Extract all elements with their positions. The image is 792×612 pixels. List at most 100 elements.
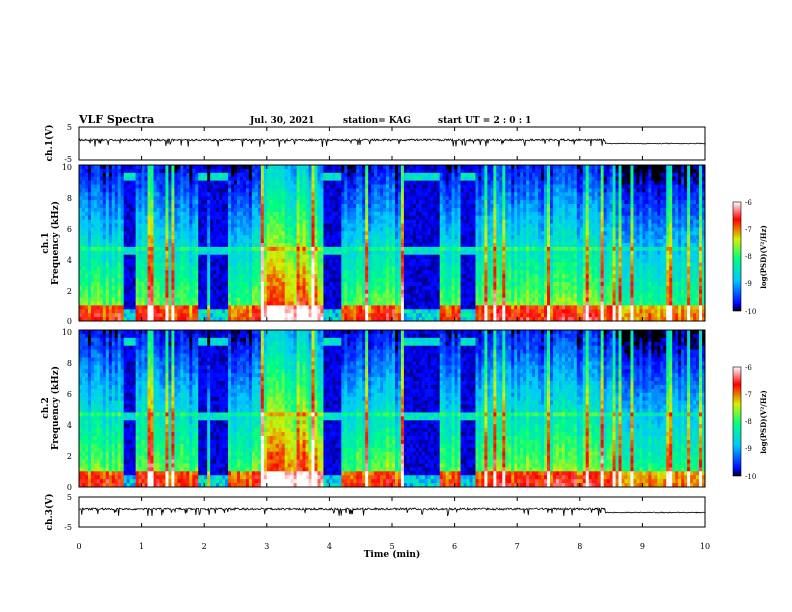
spectrogram-cell xyxy=(239,243,244,248)
spectrogram-cell xyxy=(359,196,363,201)
spectrogram-cell xyxy=(430,317,435,321)
spectrogram-cell xyxy=(242,196,247,201)
spectrogram-cell xyxy=(210,219,214,224)
spectrogram-cell xyxy=(290,215,295,220)
spectrogram-cell xyxy=(406,243,411,248)
spectrogram-cell xyxy=(436,309,441,314)
spectrogram-cell xyxy=(284,262,289,267)
spectrogram-cell xyxy=(311,219,315,224)
spectrogram-cell xyxy=(177,188,181,193)
spectrogram-cell xyxy=(374,211,378,217)
spectrogram-cell xyxy=(317,301,321,306)
spectrogram-cell xyxy=(415,285,420,291)
spectrogram-cell xyxy=(162,297,166,302)
spectrogram-cell xyxy=(207,165,211,170)
spectrogram-cell xyxy=(284,270,289,275)
spectrogram-cell xyxy=(123,278,128,283)
spectrogram-cell xyxy=(96,215,101,220)
spectrogram-cell xyxy=(84,301,89,306)
spectrogram-cell xyxy=(290,278,295,283)
spectrogram-cell xyxy=(117,250,122,256)
spectrogram-cell xyxy=(308,180,312,185)
spectrogram-cell xyxy=(430,239,435,244)
spectrogram-cell xyxy=(245,270,250,275)
spectrogram-cell xyxy=(392,184,396,189)
spectrogram-cell xyxy=(380,188,384,193)
spectrogram-cell xyxy=(433,246,438,252)
spectrogram-cell xyxy=(171,207,175,213)
spectrogram-cell xyxy=(144,184,148,189)
spectrogram-cell xyxy=(371,293,375,298)
spectrogram-cell xyxy=(278,180,283,185)
spectrogram-cell xyxy=(329,180,333,185)
spectrogram-cell xyxy=(254,207,259,213)
spectrogram-cell xyxy=(120,168,125,174)
spectrogram-cell xyxy=(409,219,414,224)
spectrogram-cell xyxy=(177,262,181,267)
spectrogram-cell xyxy=(183,278,187,283)
spectrogram-cell xyxy=(201,215,205,220)
spectrogram-cell xyxy=(302,262,306,267)
spectrogram-cell xyxy=(353,188,357,193)
spectrogram-cell xyxy=(192,258,196,263)
spectrogram-cell xyxy=(406,305,411,310)
spectrogram-cell xyxy=(275,313,280,318)
spectrogram-cell xyxy=(389,266,393,271)
spectrogram-cell xyxy=(323,293,327,298)
spectrogram-cell xyxy=(362,172,366,178)
spectrogram-cell xyxy=(228,223,232,228)
spectrogram-cell xyxy=(377,254,381,259)
spectrogram-cell xyxy=(81,172,86,178)
spectrogram-cell xyxy=(117,266,122,271)
spectrogram-cell xyxy=(394,168,399,174)
spectrogram-cell xyxy=(192,192,196,197)
spectrogram-cell xyxy=(332,246,336,252)
spectrogram-cell xyxy=(79,227,83,232)
spectrogram-cell xyxy=(362,305,366,310)
spectrogram-cell xyxy=(180,309,184,314)
spectrogram-cell xyxy=(427,313,432,318)
spectrogram-cell xyxy=(374,168,378,174)
spectrogram-cell xyxy=(242,192,247,197)
spectrogram-cell xyxy=(219,278,223,283)
spectrogram-cell xyxy=(150,317,154,321)
spectrogram-cell xyxy=(344,215,348,220)
spectrogram-cell xyxy=(192,204,196,209)
spectrogram-cell xyxy=(418,317,423,321)
spectrogram-cell xyxy=(123,207,128,213)
spectrogram-cell xyxy=(421,254,426,259)
spectrogram-cell xyxy=(186,250,190,256)
spectrogram-cell xyxy=(278,250,283,256)
spectrogram-cell xyxy=(418,188,423,193)
spectrogram-cell xyxy=(228,204,232,209)
spectrogram-cell xyxy=(204,219,208,224)
spectrogram-cell xyxy=(192,309,196,314)
spectrogram-cell xyxy=(424,262,429,267)
spectrogram-cell xyxy=(421,285,426,291)
spectrogram-cell xyxy=(257,239,262,244)
spectrogram-cell xyxy=(213,317,217,321)
spectrogram-cell xyxy=(189,309,193,314)
spectrogram-cell xyxy=(228,297,232,302)
spectrogram-cell xyxy=(389,305,393,310)
spectrogram-cell xyxy=(338,239,342,244)
spectrogram-cell xyxy=(245,168,250,174)
spectrogram-cell xyxy=(147,204,151,209)
spectrogram-cell xyxy=(84,227,89,232)
spectrogram-cell xyxy=(222,258,226,263)
spectrogram-cell xyxy=(198,262,202,267)
spectrogram-cell xyxy=(406,246,411,252)
spectrogram-cell xyxy=(400,176,405,181)
spectrogram-cell xyxy=(272,270,277,275)
spectrogram-cell xyxy=(138,305,142,310)
spectrogram-cell xyxy=(210,270,214,275)
spectrogram-cell xyxy=(236,219,241,224)
spectrogram-cell xyxy=(174,243,178,248)
spectrogram-cell xyxy=(84,223,89,228)
spectrogram-cell xyxy=(198,196,202,201)
spectrogram-cell xyxy=(108,223,113,228)
spectrogram-cell xyxy=(329,204,333,209)
spectrogram-cell xyxy=(195,239,199,244)
spectrogram-cell xyxy=(278,278,283,283)
spectrogram-cell xyxy=(234,278,238,283)
